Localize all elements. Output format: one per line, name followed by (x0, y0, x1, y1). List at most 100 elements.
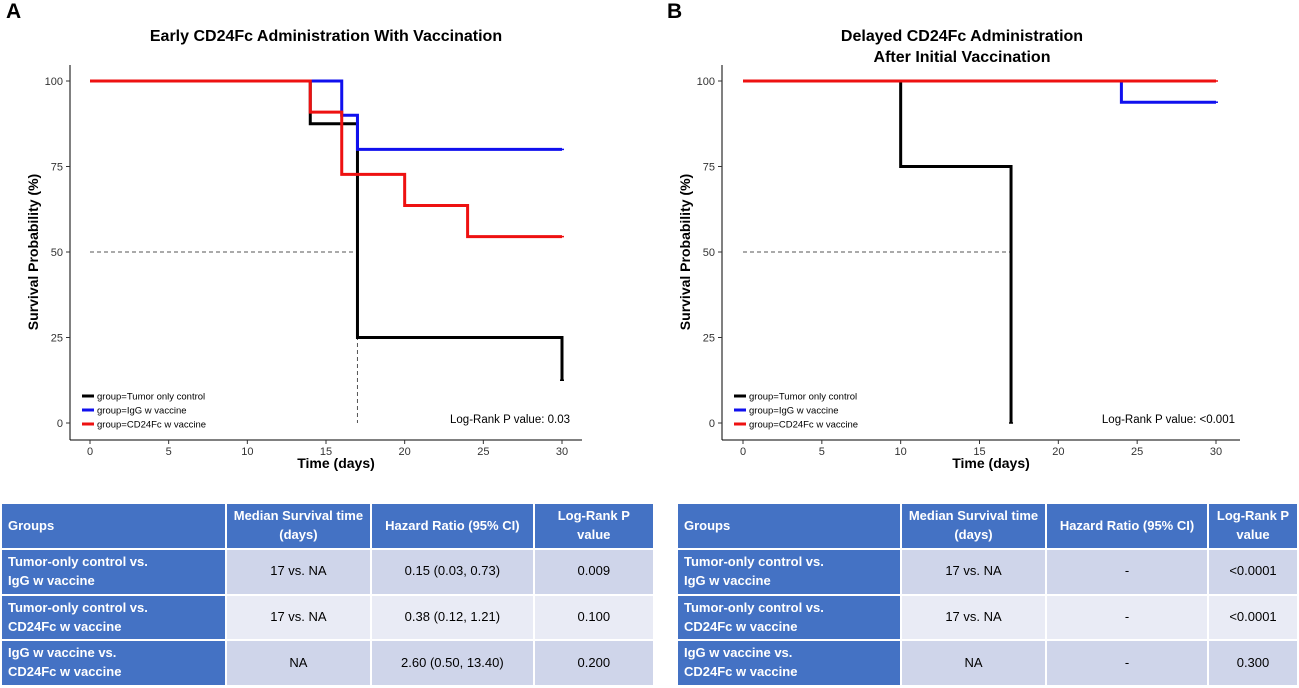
y-tick-label: 75 (51, 162, 63, 174)
row-group: Tumor-only control vs. CD24Fc w vaccine (678, 595, 900, 640)
row-group: Tumor-only control vs. IgG w vaccine (2, 550, 225, 594)
x-tick-label: 20 (399, 446, 411, 458)
y-tick-label: 25 (703, 333, 715, 345)
x-tick-label: 15 (973, 446, 985, 458)
y-tick-label: 75 (703, 162, 715, 174)
table-row: Tumor-only control vs. CD24Fc w vaccine 1… (678, 595, 1297, 640)
header-hazard: Hazard Ratio (95% CI) (372, 504, 533, 548)
y-tick-label: 0 (709, 418, 715, 430)
row-pvalue: <0.0001 (1209, 550, 1297, 594)
y-tick-label: 50 (51, 247, 63, 259)
x-tick-label: 10 (241, 446, 253, 458)
x-tick-label: 30 (1210, 446, 1222, 458)
row-hazard: - (1047, 595, 1207, 640)
y-tick-label: 50 (703, 247, 715, 259)
x-tick-label: 15 (320, 446, 332, 458)
y-axis-label: Survival Probability (%) (25, 174, 41, 330)
legend-label-2: group=IgG w vaccine (97, 406, 187, 417)
row-pvalue: <0.0001 (1209, 595, 1297, 640)
row-hazard: 2.60 (0.50, 13.40) (372, 641, 533, 686)
group-line-1: Tumor-only control vs. (8, 554, 148, 569)
legend-label-3: group=CD24Fc w vaccine (97, 420, 206, 431)
y-tick-label: 25 (51, 333, 63, 345)
x-tick-label: 0 (740, 446, 746, 458)
chart-title: Early CD24Fc Administration With Vaccina… (150, 28, 502, 45)
row-median: 17 vs. NA (902, 550, 1045, 594)
group-line-2: IgG w vaccine (8, 572, 95, 588)
group-line-2: CD24Fc w vaccine (8, 618, 122, 634)
table-row: Tumor-only control vs. IgG w vaccine 17 v… (678, 550, 1297, 594)
x-tick-label: 20 (1052, 446, 1064, 458)
row-hazard: 0.15 (0.03, 0.73) (372, 550, 533, 594)
x-axis-label: Time (days) (952, 455, 1030, 471)
row-hazard: - (1047, 550, 1207, 594)
row-median: NA (902, 641, 1045, 686)
group-line-2: IgG w vaccine (684, 572, 771, 588)
group-line-2: CD24Fc w vaccine (8, 664, 122, 680)
x-tick-label: 30 (556, 446, 568, 458)
header-hazard: Hazard Ratio (95% CI) (1047, 504, 1207, 548)
x-tick-label: 0 (87, 446, 93, 458)
table-row: IgG w vaccine vs. CD24Fc w vaccine NA - 0… (678, 641, 1297, 686)
group-line-1: Tumor-only control vs. (684, 599, 824, 615)
panel-label-a: A (6, 0, 22, 23)
row-median: 17 vs. NA (902, 595, 1045, 640)
table-header-row: Groups Median Survival time (days) Hazar… (678, 504, 1297, 548)
group-line-2: CD24Fc w vaccine (684, 618, 798, 634)
row-group: IgG w vaccine vs. CD24Fc w vaccine (2, 641, 225, 686)
survival-curve-2 (743, 79, 1216, 104)
stats-table-a: Groups Median Survival time (days) Hazar… (0, 502, 655, 687)
survival-curve-1 (90, 79, 564, 381)
header-groups: Groups (678, 504, 900, 548)
group-line-1: Tumor-only control vs. (8, 599, 148, 615)
x-tick-label: 5 (166, 446, 172, 458)
group-line-1: IgG w vaccine vs. (684, 645, 793, 661)
y-tick-label: 0 (57, 418, 63, 430)
row-median: NA (226, 641, 371, 686)
group-line-1: Tumor-only control vs. (684, 554, 824, 569)
chart-title: Delayed CD24Fc Administration (841, 28, 1083, 45)
log-rank-annotation: Log-Rank P value: <0.001 (1102, 414, 1235, 426)
legend-label-3: group=CD24Fc w vaccine (749, 420, 858, 431)
row-group: Tumor-only control vs. CD24Fc w vaccine (2, 595, 225, 640)
table-row: Tumor-only control vs. CD24Fc w vaccine 1… (2, 595, 653, 640)
x-axis-label: Time (days) (297, 455, 375, 471)
log-rank-annotation: Log-Rank P value: 0.03 (450, 414, 570, 426)
row-pvalue: 0.200 (534, 641, 653, 686)
legend-label-2: group=IgG w vaccine (749, 406, 839, 417)
y-tick-label: 100 (45, 76, 63, 88)
table-row: Tumor-only control vs. IgG w vaccine 17 v… (2, 550, 653, 594)
legend-label-1: group=Tumor only control (749, 392, 857, 403)
row-pvalue: 0.300 (1209, 641, 1297, 686)
group-line-1: IgG w vaccine vs. (8, 645, 117, 661)
header-pvalue: Log-Rank P value (1209, 504, 1297, 548)
y-tick-label: 100 (697, 76, 715, 88)
x-tick-label: 5 (819, 446, 825, 458)
row-group: Tumor-only control vs. IgG w vaccine (678, 550, 900, 594)
header-median: Median Survival time (days) (902, 504, 1045, 548)
header-median: Median Survival time (days) (226, 504, 371, 548)
row-median: 17 vs. NA (226, 595, 371, 640)
survival-chart-a: Early CD24Fc Administration With Vaccina… (25, 28, 582, 471)
chart-title: After Initial Vaccination (874, 49, 1051, 66)
survival-curve-3 (90, 79, 562, 239)
header-pvalue: Log-Rank P value (534, 504, 653, 548)
header-groups: Groups (2, 504, 225, 548)
group-line-2: CD24Fc w vaccine (684, 664, 798, 680)
survival-curve-2 (90, 79, 562, 151)
row-pvalue: 0.100 (534, 595, 653, 640)
table-row: IgG w vaccine vs. CD24Fc w vaccine NA 2.6… (2, 641, 653, 686)
row-hazard: 0.38 (0.12, 1.21) (372, 595, 533, 640)
stats-table-b: Groups Median Survival time (days) Hazar… (676, 502, 1299, 687)
table-header-row: Groups Median Survival time (days) Hazar… (2, 504, 653, 548)
x-tick-label: 25 (477, 446, 489, 458)
panel-label-b: B (667, 0, 683, 23)
y-axis-label: Survival Probability (%) (677, 174, 693, 330)
row-median: 17 vs. NA (226, 550, 371, 594)
x-tick-label: 25 (1131, 446, 1143, 458)
x-tick-label: 10 (895, 446, 907, 458)
row-pvalue: 0.009 (534, 550, 653, 594)
legend-label-1: group=Tumor only control (97, 392, 205, 403)
row-group: IgG w vaccine vs. CD24Fc w vaccine (678, 641, 900, 686)
survival-chart-b: Delayed CD24Fc Administration After Initi… (677, 28, 1240, 471)
